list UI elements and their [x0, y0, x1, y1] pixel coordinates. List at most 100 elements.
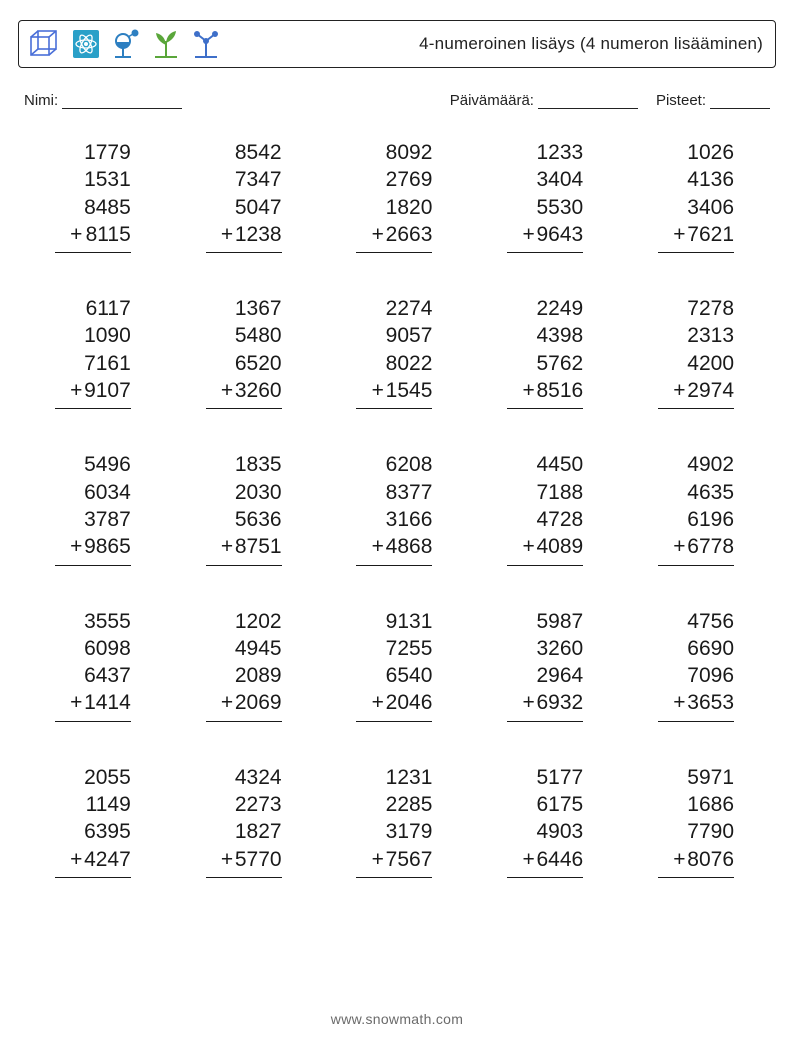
answer-rule	[206, 408, 282, 409]
answer-rule	[55, 721, 131, 722]
addend: 3179	[386, 818, 433, 845]
addend: 8022	[386, 350, 433, 377]
addend: 5987	[536, 608, 583, 635]
addend: 2274	[386, 295, 433, 322]
atom-tile-icon	[71, 27, 101, 61]
addend: 2313	[687, 322, 734, 349]
answer-rule	[206, 877, 282, 878]
plus-sign: +	[70, 377, 82, 404]
plus-sign: +	[221, 689, 233, 716]
addend: 1231	[386, 764, 433, 791]
problem-numbers: 913172556540+2046	[386, 608, 433, 717]
addition-problem: 102641363406+7621	[623, 139, 774, 253]
name-blank[interactable]	[62, 92, 182, 109]
date-blank[interactable]	[538, 92, 638, 109]
score-blank[interactable]	[710, 92, 770, 109]
addend: 2030	[235, 479, 282, 506]
addition-problem: 445071884728+4089	[472, 451, 623, 565]
addition-problem: 913172556540+2046	[322, 608, 473, 722]
addend-value: 9643	[536, 223, 583, 246]
addend: 6034	[84, 479, 131, 506]
addend: 1090	[84, 322, 131, 349]
addend-value: 2663	[386, 223, 433, 246]
problem-numbers: 598732602964+6932	[536, 608, 583, 717]
addend: 6175	[536, 791, 583, 818]
addend: 4756	[687, 608, 734, 635]
last-addend: +8115	[84, 221, 131, 248]
addend: 3787	[84, 506, 131, 533]
addend: 7096	[687, 662, 734, 689]
addition-problem: 611710907161+9107	[20, 295, 171, 409]
addend: 5047	[235, 194, 282, 221]
addend: 6520	[235, 350, 282, 377]
plus-sign: +	[70, 221, 82, 248]
answer-rule	[507, 408, 583, 409]
problem-numbers: 809227691820+2663	[386, 139, 433, 248]
addend: 4728	[536, 506, 583, 533]
addend: 7790	[687, 818, 734, 845]
addend: 1827	[235, 818, 282, 845]
addition-problem: 490246356196+6778	[623, 451, 774, 565]
last-addend: +9865	[84, 533, 131, 560]
answer-rule	[356, 565, 432, 566]
addend: 7161	[84, 350, 131, 377]
last-addend: +8076	[687, 846, 734, 873]
addend: 8377	[386, 479, 433, 506]
addend: 1026	[687, 139, 734, 166]
problem-numbers: 432422731827+5770	[235, 764, 282, 873]
addend-value: 1545	[386, 379, 433, 402]
addend: 7188	[536, 479, 583, 506]
last-addend: +9107	[84, 377, 131, 404]
addend: 2964	[536, 662, 583, 689]
answer-rule	[356, 252, 432, 253]
answer-rule	[55, 252, 131, 253]
last-addend: +9643	[536, 221, 583, 248]
name-label: Nimi:	[24, 92, 58, 109]
problem-numbers: 120249452089+2069	[235, 608, 282, 717]
problem-numbers: 177915318485+8115	[84, 139, 131, 248]
addend: 5530	[536, 194, 583, 221]
addend: 1149	[84, 791, 131, 818]
cube-icon	[27, 27, 61, 61]
plus-sign: +	[673, 689, 685, 716]
plus-sign: +	[522, 689, 534, 716]
addend: 4136	[687, 166, 734, 193]
addend-value: 1238	[235, 223, 282, 246]
addend: 9131	[386, 608, 433, 635]
answer-rule	[356, 721, 432, 722]
addition-problem: 205511496395+4247	[20, 764, 171, 878]
plus-sign: +	[70, 846, 82, 873]
date-label: Päivämäärä:	[450, 92, 534, 109]
addend: 8485	[84, 194, 131, 221]
addend: 3406	[687, 194, 734, 221]
addition-problem: 809227691820+2663	[322, 139, 473, 253]
addend: 5177	[536, 764, 583, 791]
plus-sign: +	[522, 221, 534, 248]
answer-rule	[55, 565, 131, 566]
addend: 6117	[84, 295, 131, 322]
addend: 4902	[687, 451, 734, 478]
info-row: Nimi: Päivämäärä: Pisteet:	[24, 92, 770, 109]
addend: 4324	[235, 764, 282, 791]
last-addend: +3653	[687, 689, 734, 716]
addend: 2273	[235, 791, 282, 818]
problem-numbers: 355560986437+1414	[84, 608, 131, 717]
answer-rule	[507, 252, 583, 253]
addend: 6196	[687, 506, 734, 533]
answer-rule	[507, 721, 583, 722]
plus-sign: +	[673, 533, 685, 560]
problem-numbers: 490246356196+6778	[687, 451, 734, 560]
plus-sign: +	[522, 377, 534, 404]
answer-rule	[206, 565, 282, 566]
addend: 4200	[687, 350, 734, 377]
answer-rule	[658, 721, 734, 722]
addend: 2285	[386, 791, 433, 818]
addend: 2089	[235, 662, 282, 689]
addend-value: 9865	[84, 535, 131, 558]
addend: 6395	[84, 818, 131, 845]
addition-problem: 517761754903+6446	[472, 764, 623, 878]
last-addend: +7567	[386, 846, 433, 873]
addend: 1779	[84, 139, 131, 166]
addition-problem: 598732602964+6932	[472, 608, 623, 722]
addition-problem: 183520305636+8751	[171, 451, 322, 565]
